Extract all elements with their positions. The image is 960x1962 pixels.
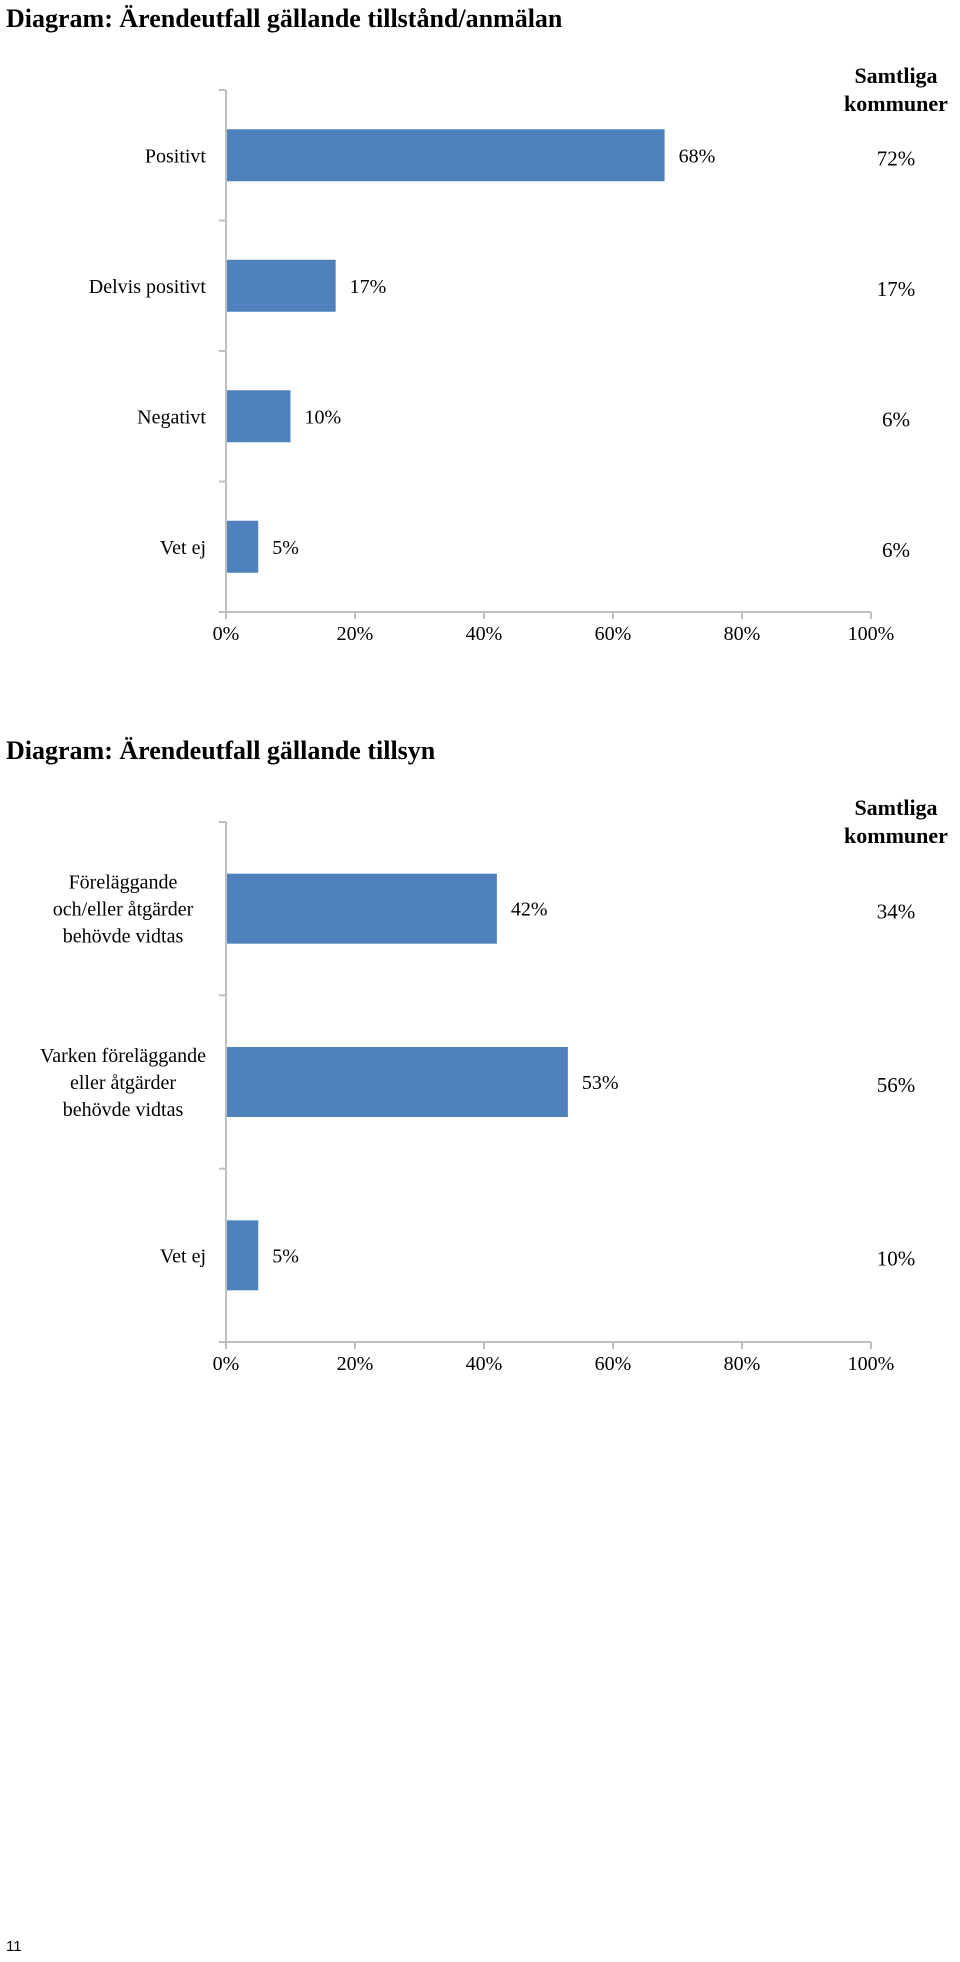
bar-value-label: 17%	[350, 276, 387, 298]
category-label: eller åtgärder	[70, 1072, 176, 1094]
comparison-value-label: 6%	[882, 538, 910, 562]
x-tick-label: 20%	[337, 1353, 374, 1375]
bar	[227, 390, 291, 443]
comparison-value-label: 17%	[877, 277, 916, 301]
comparison-value-label: 6%	[882, 407, 910, 431]
page-number: 11	[6, 1938, 22, 1955]
chart-2-title: Diagram: Ärendeutfall gällande tillsyn	[6, 736, 436, 765]
comparison-value-label: 10%	[877, 1246, 916, 1270]
category-label: Vet ej	[160, 1245, 206, 1267]
comparison-value-label: 56%	[877, 1073, 916, 1097]
bar	[227, 520, 259, 573]
category-label: behövde vidtas	[63, 1099, 184, 1121]
x-tick-label: 0%	[213, 1353, 240, 1375]
category-label: Delvis positivt	[89, 276, 207, 298]
bar-value-label: 10%	[305, 406, 342, 428]
x-tick-label: 60%	[595, 623, 632, 645]
chart-1-title: Diagram: Ärendeutfall gällande tillstånd…	[6, 4, 563, 33]
bar	[227, 129, 665, 182]
x-tick-label: 40%	[466, 1353, 503, 1375]
bar-value-label: 53%	[582, 1072, 619, 1094]
bar	[227, 873, 497, 944]
x-tick-label: 40%	[466, 623, 503, 645]
bar-value-label: 42%	[511, 899, 548, 921]
bar	[227, 259, 336, 312]
category-label: och/eller åtgärder	[53, 899, 194, 921]
bar-value-label: 5%	[272, 1245, 299, 1267]
x-tick-label: 100%	[848, 1353, 895, 1375]
x-tick-label: 60%	[595, 1353, 632, 1375]
comparison-value-label: 34%	[877, 900, 916, 924]
category-label: Positivt	[145, 145, 207, 167]
x-tick-label: 100%	[848, 623, 895, 645]
x-tick-label: 0%	[213, 623, 240, 645]
chart-2-comparison-header: Samtliga kommuner	[844, 795, 948, 848]
bar	[227, 1047, 568, 1117]
chart-1-comparison-header: Samtliga kommuner	[844, 63, 948, 116]
category-label: Negativt	[137, 406, 206, 428]
bar	[227, 1220, 259, 1291]
chart-1-plot: 0% 20% 40% 60% 80% 100% 68% 72% Positivt 17% 17% De…	[89, 89, 916, 645]
chart-2-plot: 0% 20% 40% 60% 80% 100% 42% 34% Föreläggande och/…	[40, 821, 916, 1375]
bar-value-label: 5%	[272, 537, 299, 559]
bar-value-label: 68%	[679, 145, 716, 167]
x-tick-label: 80%	[724, 623, 761, 645]
category-label: Föreläggande	[69, 872, 178, 894]
category-label: Varken föreläggande	[40, 1045, 206, 1067]
category-label: behövde vidtas	[63, 926, 184, 948]
category-label: Vet ej	[160, 537, 206, 559]
x-tick-label: 20%	[337, 623, 374, 645]
comparison-value-label: 72%	[877, 146, 916, 170]
x-tick-label: 80%	[724, 1353, 761, 1375]
